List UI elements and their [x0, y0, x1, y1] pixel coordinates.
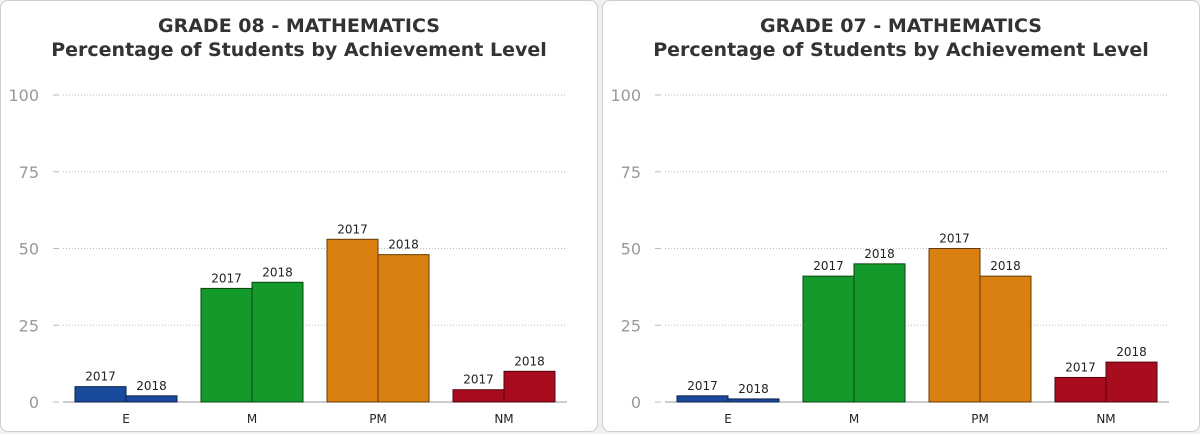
bar-data-label: 2017: [337, 222, 368, 236]
bar-data-label: 2018: [738, 382, 769, 396]
bar-data-label: 2018: [136, 379, 167, 393]
x-category-label: NM: [494, 412, 513, 426]
bar-e-2018: [727, 398, 780, 403]
bar-data-label: 2018: [1116, 345, 1147, 359]
bar-e-2017: [676, 395, 729, 403]
bar-data-label: 2017: [813, 259, 844, 273]
x-category-label: NM: [1096, 412, 1115, 426]
bar-data-label: 2017: [463, 373, 494, 387]
bar-m-2017: [802, 275, 855, 403]
bar-data-label: 2017: [85, 370, 116, 384]
bar-chart-grade-08: 0 25 50 75 100 2017 2018 E 2017 2018 M 2017 2018 PM 20…: [8, 86, 567, 426]
y-tick-label: 50: [621, 240, 641, 259]
bar-nm-2017: [1054, 376, 1107, 403]
y-tick-label: 25: [19, 316, 39, 335]
y-tick-label: 50: [19, 240, 39, 259]
bar-data-label: 2018: [514, 354, 545, 368]
y-tick-label: 100: [610, 86, 641, 105]
bar-pm-2017: [326, 238, 379, 403]
y-tick-label: 75: [621, 163, 641, 182]
chart-title: GRADE 08 - MATHEMATICS: [158, 15, 440, 37]
bar-m-2018: [251, 281, 304, 403]
bar-m-2017: [200, 287, 253, 403]
bar-data-label: 2018: [388, 238, 419, 252]
bar-pm-2018: [979, 275, 1032, 403]
chart-title: GRADE 07 - MATHEMATICS: [760, 15, 1042, 37]
chart-panel-grade-07: GRADE 07 - MATHEMATICS Percentage of Stu…: [602, 0, 1200, 432]
x-category-label: E: [724, 412, 732, 426]
bar-data-label: 2017: [939, 232, 970, 246]
y-tick-label: 0: [631, 393, 641, 412]
bar-data-label: 2018: [990, 259, 1021, 273]
bar-data-label: 2018: [262, 265, 293, 279]
bar-data-label: 2017: [687, 379, 718, 393]
bar-nm-2017: [452, 389, 505, 403]
y-tick-label: 100: [8, 86, 39, 105]
chart-panel-grade-08: GRADE 08 - MATHEMATICS Percentage of Stu…: [0, 0, 598, 432]
y-tick-label: 0: [29, 393, 39, 412]
x-category-label: M: [247, 412, 257, 426]
chart-subtitle: Percentage of Students by Achievement Le…: [653, 39, 1149, 61]
bar-e-2017: [74, 386, 127, 403]
bar-pm-2017: [928, 248, 981, 403]
bar-nm-2018: [1105, 361, 1158, 403]
bar-m-2018: [853, 263, 906, 403]
y-tick-label: 25: [621, 316, 641, 335]
x-category-label: PM: [369, 412, 387, 426]
bar-data-label: 2017: [1065, 360, 1096, 374]
bar-nm-2018: [503, 370, 556, 403]
bar-e-2018: [125, 395, 178, 403]
x-category-label: M: [849, 412, 859, 426]
bar-chart-grade-07: 0 25 50 75 100 2017 2018 E 2017 2018 M 2017 2018 PM 20…: [610, 86, 1169, 426]
x-category-label: E: [122, 412, 130, 426]
bar-data-label: 2018: [864, 247, 895, 261]
bar-pm-2018: [377, 254, 430, 403]
bar-data-label: 2017: [211, 271, 242, 285]
chart-subtitle: Percentage of Students by Achievement Le…: [51, 39, 547, 61]
x-category-label: PM: [971, 412, 989, 426]
y-tick-label: 75: [19, 163, 39, 182]
